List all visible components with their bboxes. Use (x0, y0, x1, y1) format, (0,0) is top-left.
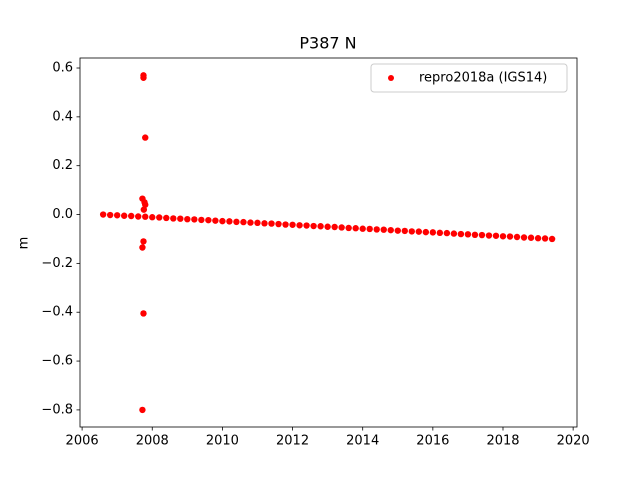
point (163, 214, 170, 222)
point (436, 229, 444, 237)
point (331, 223, 338, 231)
point (149, 214, 156, 221)
point (296, 222, 303, 229)
point (140, 310, 147, 317)
point (464, 231, 472, 238)
point (534, 235, 542, 242)
x-tick-label: 2020 (557, 434, 590, 449)
x-tick-label: 2018 (486, 434, 519, 449)
point (443, 229, 451, 237)
legend-label: repro2018a (IGS14) (419, 71, 547, 86)
y-tick-label: 0.6 (52, 61, 73, 76)
point (170, 215, 177, 222)
point (415, 228, 423, 235)
point (478, 231, 486, 239)
point (219, 217, 226, 225)
point (310, 222, 317, 230)
point (324, 223, 331, 230)
point (226, 218, 233, 225)
x-tick-label: 2006 (66, 434, 99, 449)
point (135, 213, 142, 220)
point (156, 214, 163, 221)
point (492, 232, 500, 239)
x-tick-label: 2008 (136, 434, 169, 449)
point (289, 221, 296, 228)
point (408, 228, 416, 235)
point (247, 219, 254, 226)
x-tick-label: 2012 (276, 434, 309, 449)
point (275, 220, 282, 228)
point (120, 212, 128, 219)
point (429, 229, 437, 236)
legend-marker (388, 75, 394, 81)
point (140, 74, 147, 81)
point (113, 212, 121, 219)
point (106, 211, 114, 219)
chart-title: P387 N (299, 34, 356, 53)
point (99, 211, 107, 218)
point (394, 227, 401, 234)
point (233, 218, 240, 226)
point (373, 226, 380, 233)
plot-frame (79, 57, 578, 428)
point (128, 212, 135, 220)
point (359, 225, 366, 232)
x-tick-label: 2010 (206, 434, 239, 449)
legend-box (370, 63, 568, 93)
point (450, 230, 458, 237)
point (345, 224, 352, 232)
y-axis-label: m (17, 237, 32, 250)
point (338, 224, 345, 231)
point (140, 238, 147, 245)
point (254, 219, 261, 227)
point (366, 225, 373, 233)
point (282, 221, 289, 228)
point (198, 216, 205, 224)
point (212, 217, 219, 224)
point (513, 233, 521, 241)
y-tick-label: 0.0 (52, 207, 73, 222)
point (548, 235, 556, 243)
point (205, 216, 212, 224)
point (142, 201, 149, 208)
point (139, 244, 146, 251)
point (240, 218, 247, 226)
x-tick-label: 2016 (416, 434, 449, 449)
point (401, 227, 408, 235)
point (520, 234, 528, 241)
y-tick-label: −0.2 (41, 256, 73, 271)
point (142, 134, 149, 141)
y-tick-label: 0.2 (52, 158, 73, 173)
y-tick-label: −0.6 (41, 354, 73, 369)
point (261, 220, 268, 227)
point (191, 216, 198, 223)
point (268, 220, 275, 227)
y-tick-label: 0.4 (52, 109, 73, 124)
point (422, 228, 430, 236)
y-tick-label: −0.8 (41, 402, 73, 417)
point (506, 233, 514, 240)
point (184, 215, 191, 223)
point (499, 233, 507, 240)
point (457, 230, 465, 238)
x-tick-label: 2014 (346, 434, 379, 449)
point (541, 235, 549, 242)
point (387, 226, 394, 234)
point (485, 232, 493, 239)
point (140, 206, 148, 213)
point (380, 226, 387, 233)
point (317, 223, 324, 230)
point (139, 406, 146, 414)
point (303, 222, 310, 229)
point (142, 213, 149, 220)
point (177, 215, 184, 222)
y-tick-label: −0.4 (41, 305, 73, 320)
point (471, 231, 479, 239)
point (352, 225, 359, 232)
point (527, 234, 535, 241)
